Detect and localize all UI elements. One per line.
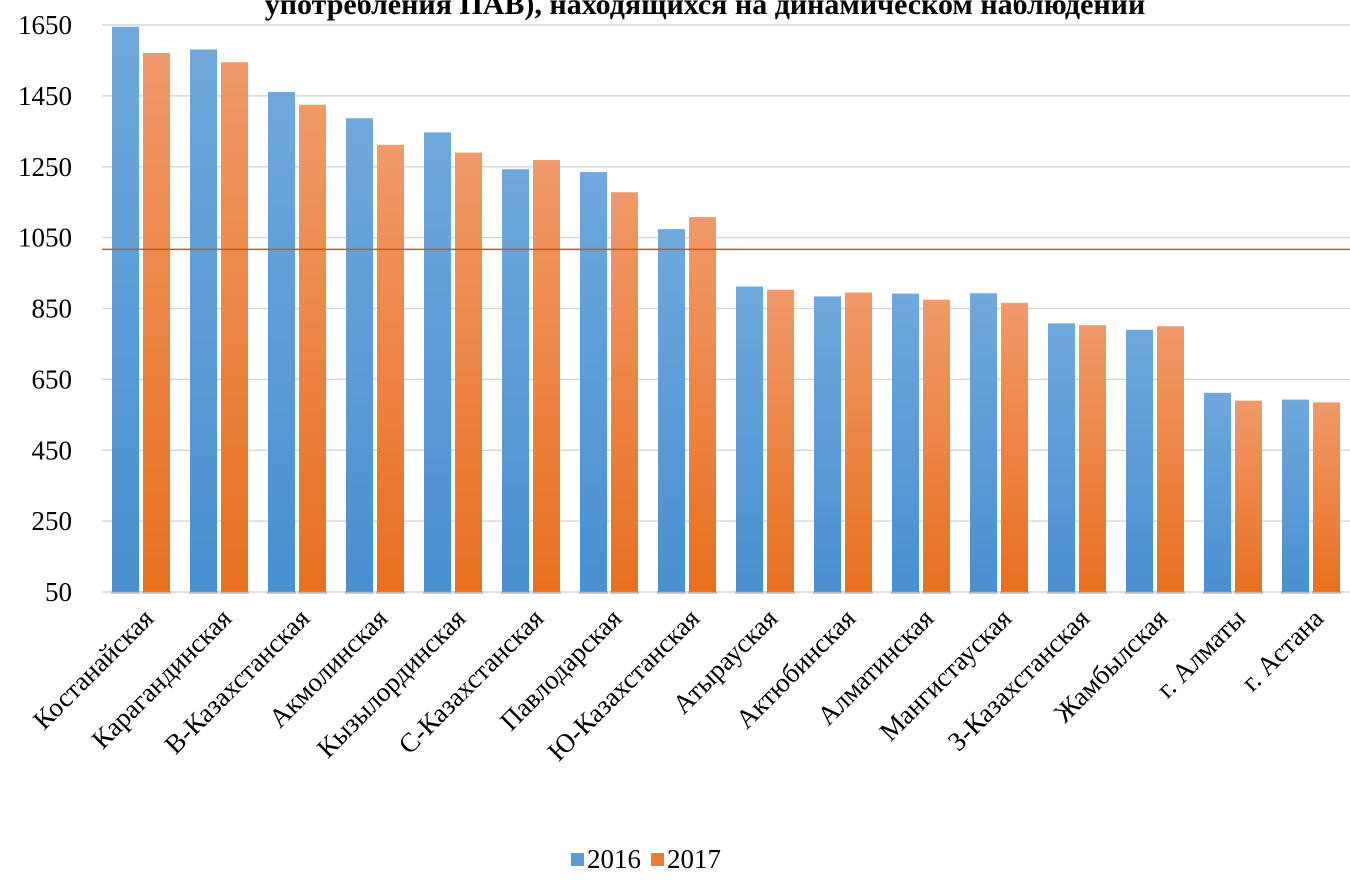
y-tick-label: 50	[45, 577, 72, 607]
y-tick-label: 850	[32, 294, 73, 324]
bar-base-shadow	[189, 591, 218, 594]
bar-base-shadow	[532, 591, 561, 594]
bar-base-shadow	[298, 591, 327, 594]
x-tick-label: Мангистауская	[873, 603, 1017, 747]
bar-2016	[1282, 399, 1309, 592]
x-axis-ticks: КостанайскаяКарагандинскаяВ-Казахстанска…	[27, 603, 1329, 767]
bar-2016	[268, 91, 295, 593]
y-tick-label: 1250	[18, 152, 72, 182]
bar-base-shadow	[1000, 591, 1029, 594]
bar-2017	[689, 217, 716, 593]
bar-2016	[1048, 323, 1075, 592]
y-tick-label: 1650	[18, 10, 72, 40]
bar-base-shadow	[688, 591, 717, 594]
y-tick-label: 1450	[18, 81, 72, 111]
bar-2017	[221, 62, 248, 593]
legend-label: 2017	[667, 844, 721, 874]
legend-swatch-2017	[651, 853, 664, 866]
bar-2016	[190, 49, 217, 592]
bar-base-shadow	[579, 591, 608, 594]
bar-2017	[455, 152, 482, 592]
bar-2017	[1235, 400, 1262, 592]
bar-2017	[923, 299, 950, 592]
bar-base-shadow	[1281, 591, 1310, 594]
bar-2016	[346, 118, 373, 592]
bar-2016	[580, 172, 607, 593]
bar-2017	[767, 289, 794, 592]
bar-base-shadow	[1047, 591, 1076, 594]
legend-swatch-2016	[571, 853, 584, 866]
bar-2016	[892, 293, 919, 592]
bar-base-shadow	[1203, 591, 1232, 594]
bar-2017	[845, 292, 872, 592]
bar-base-shadow	[1312, 591, 1341, 594]
bar-base-shadow	[1078, 591, 1107, 594]
bar-base-shadow	[1125, 591, 1154, 594]
x-tick-label: В-Казахстанская	[159, 603, 316, 760]
legend: 2016 2017	[571, 844, 721, 874]
y-tick-label: 250	[32, 506, 73, 536]
bar-base-shadow	[1156, 591, 1185, 594]
y-tick-label: 1050	[18, 223, 72, 253]
y-tick-label: 650	[32, 364, 73, 394]
bar-base-shadow	[220, 591, 249, 594]
bar-2017	[533, 160, 560, 592]
x-tick-label: С-Казахстанская	[393, 603, 550, 760]
bar-2016	[736, 286, 763, 592]
bar-base-shadow	[376, 591, 405, 594]
legend-label: 2016	[587, 844, 641, 874]
chart-title: употребления ПАВ), находящихся на динами…	[265, 0, 1146, 21]
bar-2017	[1157, 326, 1184, 592]
bar-2017	[299, 104, 326, 592]
bar-base-shadow	[813, 591, 842, 594]
bar-2017	[1001, 302, 1028, 592]
bar-2016	[112, 26, 139, 593]
bar-base-shadow	[844, 591, 873, 594]
bar-2016	[658, 229, 685, 592]
bar-base-shadow	[766, 591, 795, 594]
bar-2016	[424, 132, 451, 593]
bar-base-shadow	[735, 591, 764, 594]
x-tick-label: г. Астана	[1235, 603, 1329, 697]
bar-base-shadow	[610, 591, 639, 594]
bar-base-shadow	[423, 591, 452, 594]
bar-2017	[1079, 325, 1106, 592]
bar-2016	[814, 296, 841, 592]
bar-2016	[1126, 329, 1153, 592]
bar-base-shadow	[1234, 591, 1263, 594]
bar-base-shadow	[345, 591, 374, 594]
bar-2017	[377, 144, 404, 592]
bar-base-shadow	[657, 591, 686, 594]
y-tick-label: 450	[32, 435, 73, 465]
bar-2017	[1313, 402, 1340, 592]
bar-2017	[143, 52, 170, 593]
bar-base-shadow	[969, 591, 998, 594]
bar-base-shadow	[922, 591, 951, 594]
x-tick-label: З-Казахстанская	[942, 603, 1096, 757]
bar-2016	[1204, 392, 1231, 592]
bar-base-shadow	[454, 591, 483, 594]
bar-base-shadow	[142, 591, 171, 594]
bar-base-shadow	[111, 591, 140, 594]
bars	[111, 26, 1341, 594]
y-axis-ticks: 50 250 450 650 850 1050 1250 1450 1650	[18, 10, 72, 607]
bar-base-shadow	[891, 591, 920, 594]
bar-2016	[502, 169, 529, 592]
bar-base-shadow	[501, 591, 530, 594]
bar-2017	[611, 192, 638, 592]
bar-base-shadow	[267, 591, 296, 594]
bar-2016	[970, 293, 997, 592]
x-tick-label: Карагандинская	[86, 603, 238, 755]
